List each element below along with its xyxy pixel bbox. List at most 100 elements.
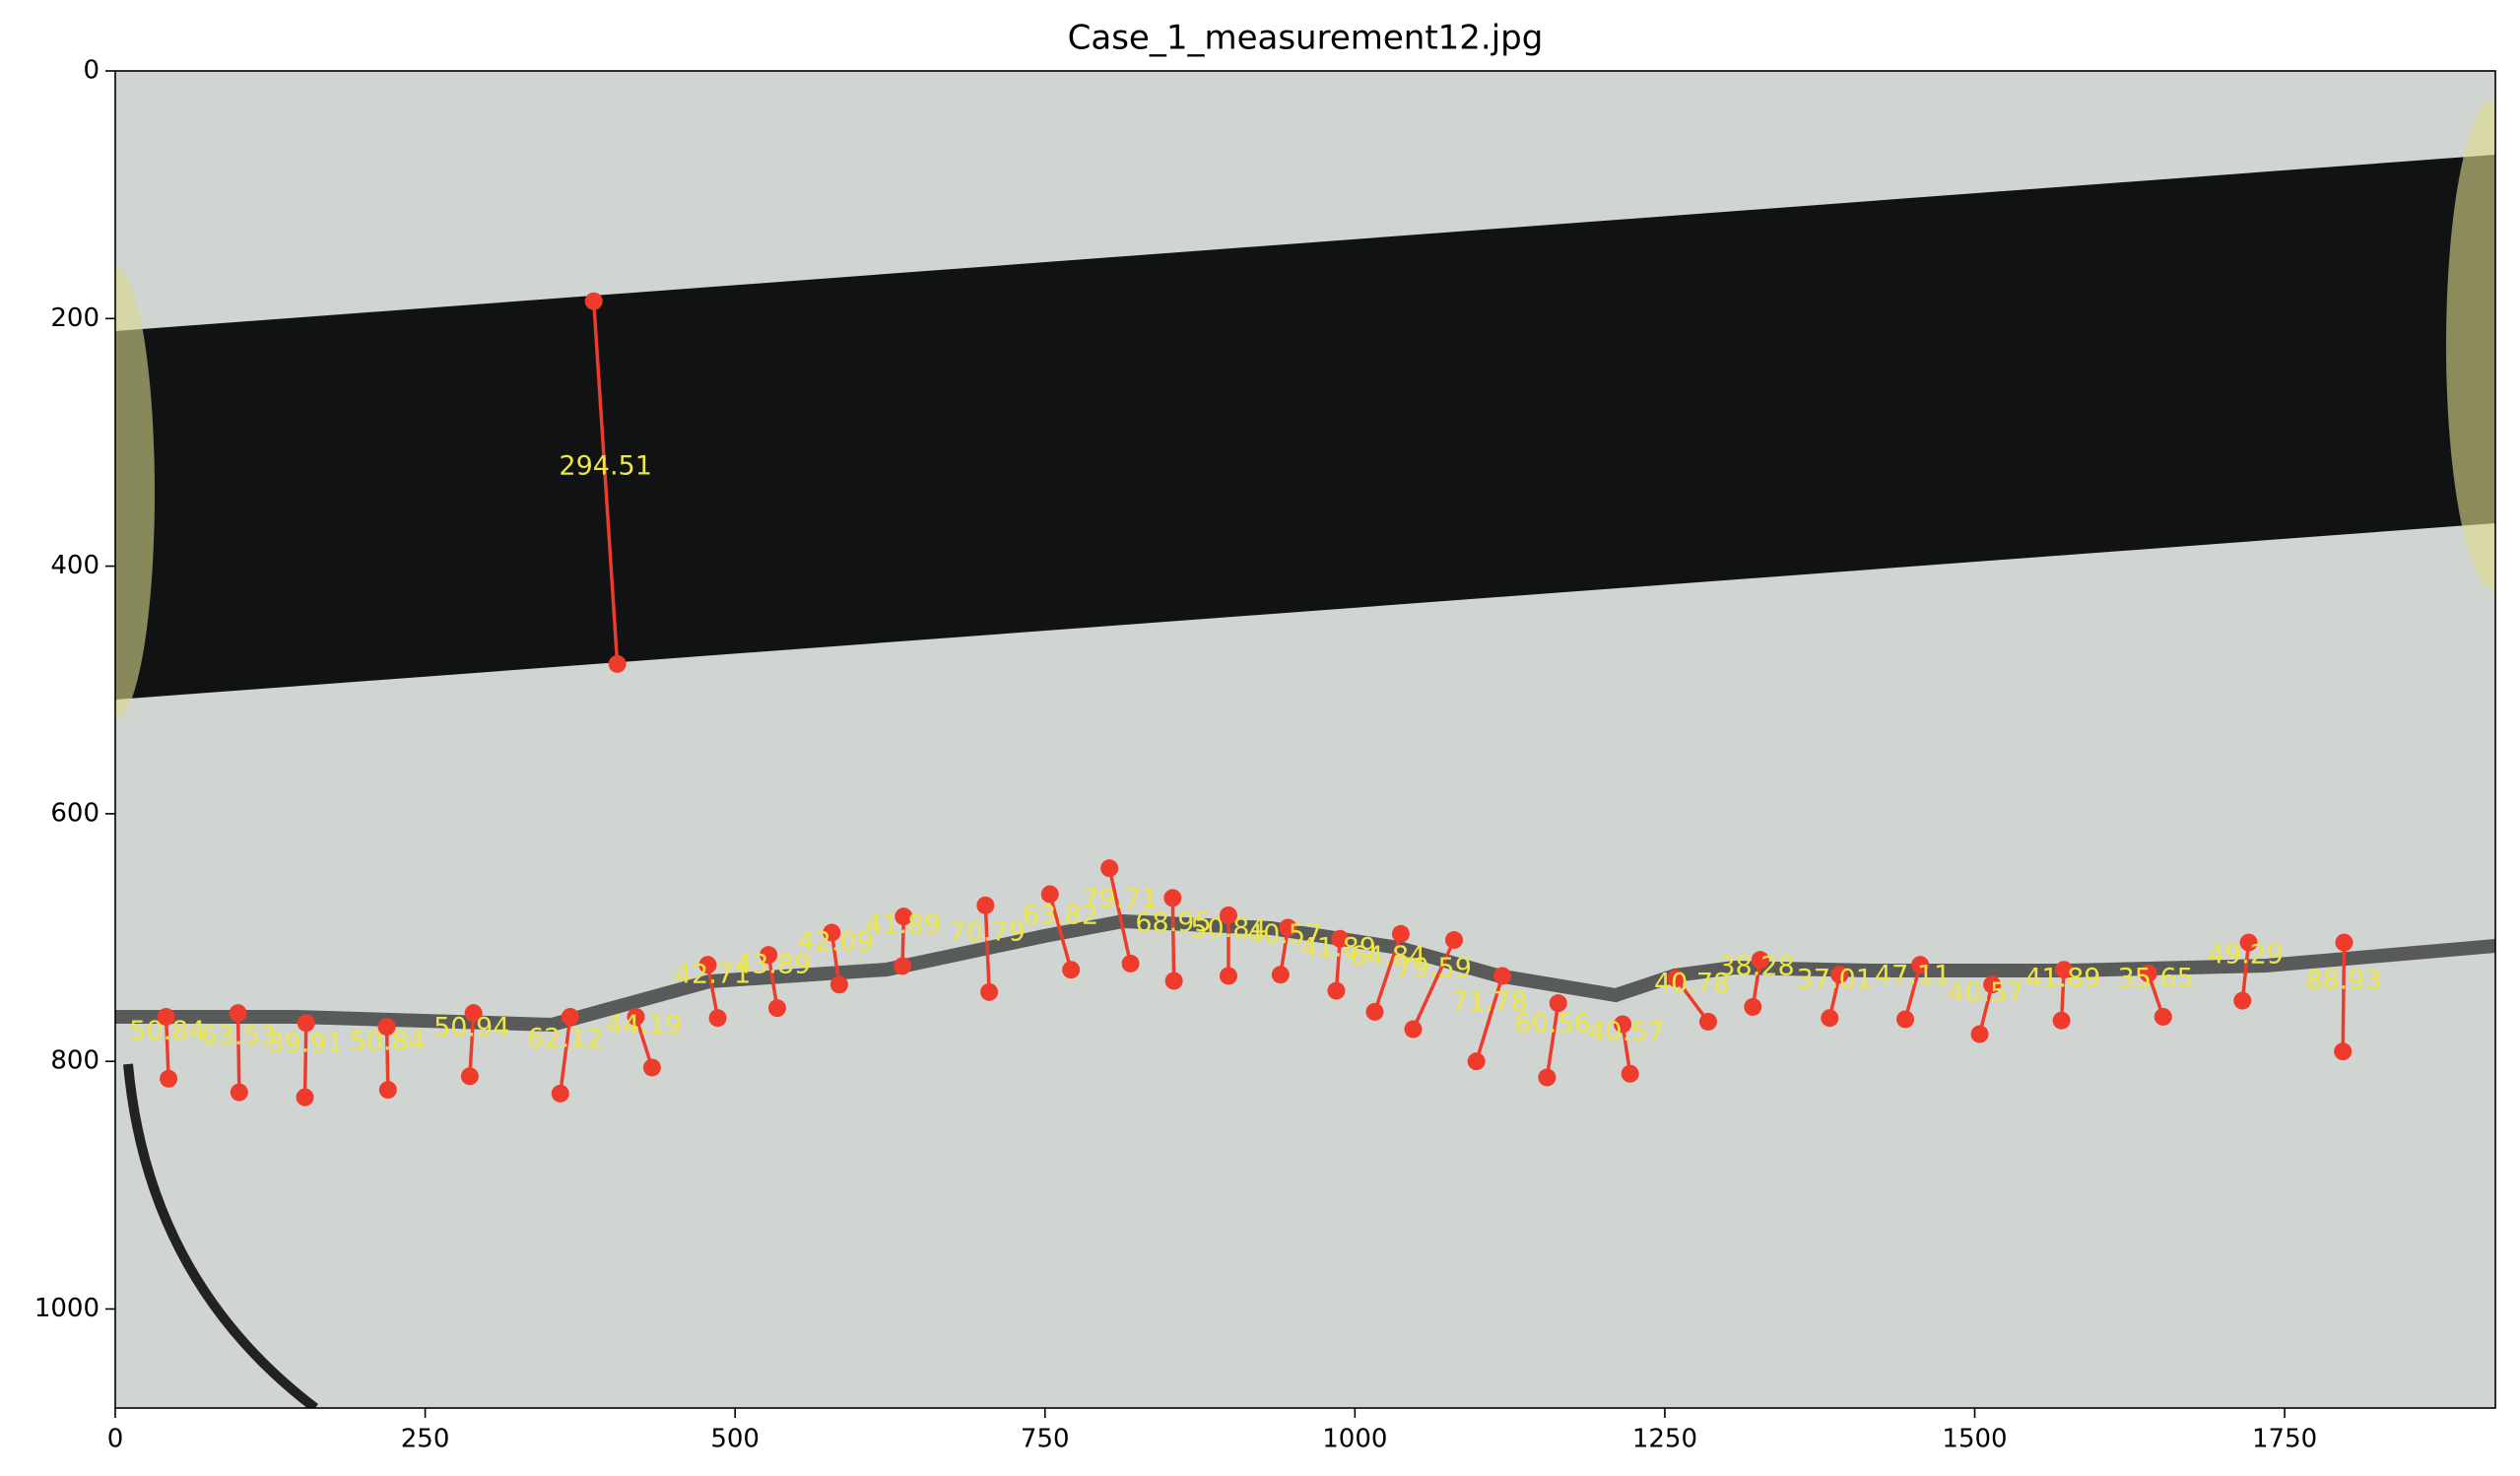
y-tick-label: 400 (50, 551, 99, 580)
measurement-point (976, 896, 995, 914)
measurement-label: 79.71 (1082, 884, 1158, 914)
y-tick-label: 1000 (34, 1294, 99, 1323)
measurement-point (767, 999, 786, 1018)
measurement-line (1474, 974, 1504, 1062)
measurement-point (229, 1004, 247, 1023)
measurement-point (2334, 1042, 2353, 1061)
measurement-line (468, 1013, 476, 1077)
measurement-point (1493, 967, 1512, 985)
measurement-label: 41.89 (2024, 963, 2100, 993)
measurement-point (894, 957, 912, 975)
x-tick-label: 1000 (1322, 1425, 1387, 1454)
measurement-point (2239, 933, 2258, 952)
measurement-point (1667, 970, 1686, 988)
x-tick-label: 1500 (1942, 1425, 2007, 1454)
measurement-point (230, 1083, 248, 1102)
measurement-point (1445, 931, 1463, 950)
y-tick-label: 200 (50, 303, 99, 333)
measurement-point (1391, 924, 1410, 943)
measurement-point (2154, 1007, 2172, 1026)
measurement-point (1163, 889, 1182, 907)
measurement-point (1279, 918, 1297, 937)
measurement-line (559, 1016, 572, 1095)
measurement-point (561, 1007, 579, 1026)
measurement-point (1538, 1068, 1557, 1087)
measurement-line (591, 301, 620, 664)
y-tick-label: 600 (50, 798, 99, 828)
measurement-label: 41.89 (1300, 933, 1376, 964)
measurement-point (642, 1058, 661, 1077)
measurement-point (1896, 1010, 1915, 1029)
measurement-point (608, 654, 627, 673)
measurement-label: 79.59 (1396, 953, 1472, 983)
measurement-point (1698, 1012, 1717, 1031)
x-tick-label: 250 (401, 1425, 450, 1454)
measurement-point (157, 1007, 175, 1026)
measurement-point (464, 1004, 483, 1023)
measurement-point (823, 923, 841, 942)
measurement-label: 35.65 (2118, 963, 2194, 993)
measurement-point (160, 1069, 178, 1088)
measurement-line (705, 964, 720, 1019)
measurement-point (627, 1007, 645, 1026)
measurement-point (2055, 961, 2074, 979)
measurement-label: 50.84 (1190, 913, 1266, 944)
measurement-line (1903, 964, 1922, 1020)
measurement-label: 44.19 (606, 1010, 682, 1040)
measurement-label: 42.71 (675, 960, 751, 990)
dish-edge (123, 1063, 319, 1408)
measurement-point (1219, 967, 1237, 985)
measurement-label: 63.82 (1023, 900, 1098, 930)
measurement-line (1372, 933, 1403, 1013)
measurement-point (2335, 933, 2354, 952)
measurement-line (1545, 1002, 1560, 1078)
measurement-line (1411, 939, 1456, 1031)
measurement-point (297, 1014, 315, 1033)
measurement-point (2233, 991, 2252, 1010)
measurement-point (760, 946, 778, 965)
measurement-label: 40.57 (1246, 919, 1322, 950)
measurement-point (1040, 885, 1059, 904)
measurement-point (584, 292, 603, 310)
measurement-label: 60.56 (1514, 1008, 1590, 1039)
measurement-point (829, 975, 848, 994)
measurement-point (1744, 997, 1762, 1016)
y-tick-label: 800 (50, 1046, 99, 1076)
measurement-point (708, 1009, 727, 1028)
measurement-label: 68.95 (1135, 907, 1211, 938)
measurement-point (1467, 1052, 1486, 1071)
measurement-label: 50.94 (433, 1013, 509, 1043)
axes-frame (114, 70, 2496, 1409)
measurement-line (235, 1013, 241, 1093)
measurement-label: 40.78 (1654, 968, 1730, 998)
measurement-label: 39.91 (268, 1028, 344, 1058)
measurement-label: 43.89 (735, 950, 811, 980)
x-tick-label: 750 (1021, 1425, 1070, 1454)
measurement-point (1830, 966, 1849, 984)
measurement-point (296, 1088, 314, 1107)
measurement-line (2341, 942, 2347, 1052)
measurement-line (983, 905, 991, 992)
measurement-label: 49.29 (2208, 940, 2284, 971)
measurement-label: 50.84 (350, 1027, 426, 1057)
measurement-line (1674, 976, 1710, 1024)
measurement-label: 71.78 (1451, 986, 1527, 1017)
measurement-label: 50.84 (129, 1016, 205, 1046)
glare (115, 266, 155, 719)
measurement-point (1365, 1002, 1384, 1021)
measurement-point (1271, 966, 1290, 984)
measurement-point (1219, 906, 1237, 924)
measurement-line (302, 1023, 308, 1098)
measurement-label: 47.11 (1875, 960, 1951, 990)
measurement-point (551, 1084, 569, 1103)
measurement-point (2139, 964, 2157, 982)
measurement-point (1970, 1025, 1989, 1043)
measurement-label: 38.28 (1718, 952, 1794, 982)
measurement-line (1170, 898, 1176, 981)
photo (115, 71, 2495, 1408)
measurement-label: 294.51 (559, 450, 651, 481)
measurement-point (378, 1081, 397, 1100)
measurement-point (1821, 1009, 1839, 1028)
measurement-line (384, 1026, 390, 1091)
